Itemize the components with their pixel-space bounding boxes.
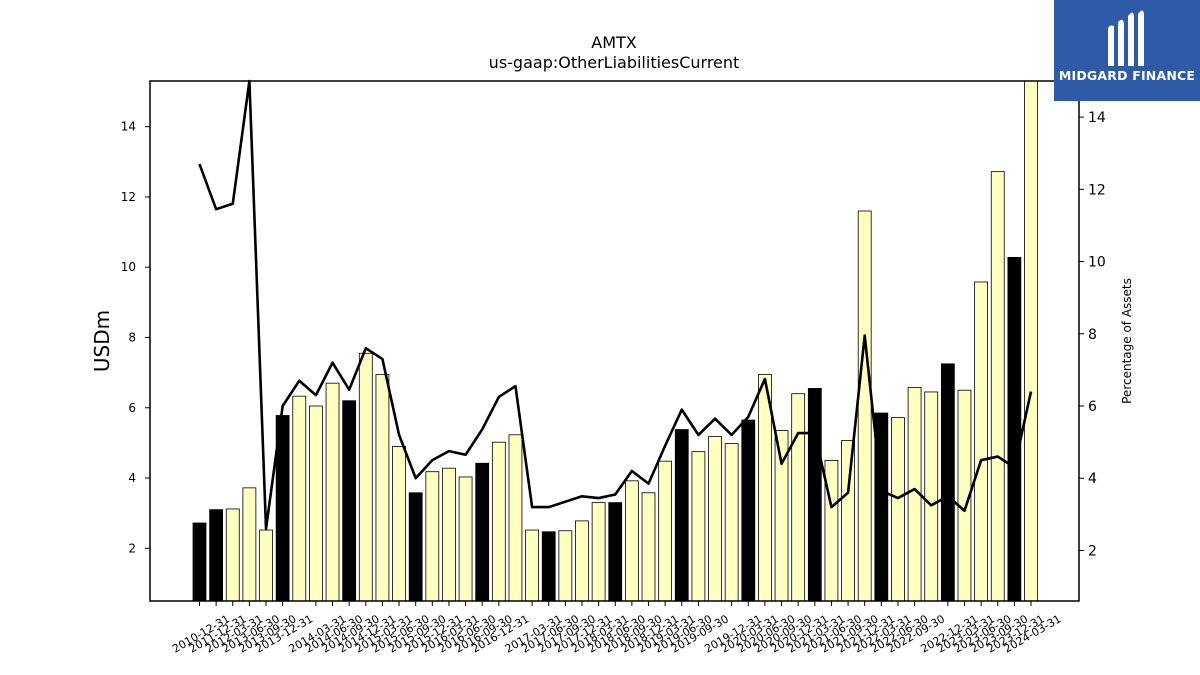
- bar: [940, 363, 955, 602]
- bar: [924, 391, 939, 602]
- bar: [558, 530, 573, 602]
- y-tick-label: 6: [128, 401, 136, 415]
- bar: [841, 440, 855, 602]
- bar: [990, 171, 1005, 602]
- y2-tick-label: 12: [1088, 182, 1106, 198]
- bar: [807, 388, 822, 602]
- right-axis: 2 4 6 8 10 12 14: [1079, 110, 1106, 559]
- left-axis: 2 4 6 8 10 12 14: [121, 120, 150, 555]
- y-tick-label: 10: [121, 260, 136, 274]
- brand-name: MIDGARD FINANCE: [1058, 68, 1196, 83]
- bar: [1024, 80, 1038, 602]
- y2-tick-label: 8: [1088, 327, 1097, 343]
- bar: [857, 210, 872, 602]
- bar: [392, 446, 406, 602]
- chart-subtitle: us-gaap:OtherLiabilitiesCurrent: [489, 53, 740, 72]
- bar: [425, 471, 440, 602]
- bar: [724, 443, 739, 602]
- bar: [658, 460, 673, 602]
- line-series-percentage-of-assets: [198, 79, 1033, 531]
- bar: [242, 487, 257, 602]
- y-tick-label: 14: [121, 120, 136, 134]
- bar: [525, 529, 539, 602]
- bar: [541, 531, 556, 602]
- bar: [1007, 256, 1022, 602]
- bar: [624, 480, 639, 602]
- line-layer: [198, 79, 1033, 531]
- bar: [591, 502, 606, 602]
- y2-tick-label: 2: [1088, 543, 1097, 559]
- bar: [674, 429, 689, 602]
- y2-axis-label: Percentage of Assets: [1120, 278, 1134, 404]
- y-axis-label: USDm: [90, 310, 114, 372]
- bar: [259, 529, 273, 602]
- y-tick-label: 12: [121, 190, 136, 204]
- bar: [641, 492, 656, 602]
- bar: [475, 462, 490, 602]
- y2-tick-label: 10: [1088, 255, 1106, 271]
- y-tick-label: 2: [128, 541, 136, 555]
- bar: [292, 395, 307, 602]
- chart-title: AMTX: [591, 33, 637, 52]
- bar: [442, 467, 456, 602]
- bar: [309, 405, 323, 602]
- bar: [708, 436, 722, 602]
- bar: [974, 281, 988, 602]
- y2-tick-label: 4: [1088, 471, 1097, 487]
- bar: [508, 434, 523, 602]
- bar: [691, 451, 706, 602]
- bar: [608, 502, 623, 602]
- bar: [491, 441, 506, 602]
- bar: [358, 352, 373, 602]
- x-axis: 2010-12-312011-12-312012-03-312013-06-30…: [170, 601, 1064, 656]
- y2-tick-label: 6: [1088, 399, 1097, 415]
- bar: [408, 492, 423, 602]
- plot-frame: [149, 80, 1080, 602]
- brand-logo-icon: [1108, 10, 1144, 67]
- y2-tick-label: 14: [1088, 110, 1106, 126]
- bar: [225, 508, 240, 602]
- bar: [891, 417, 905, 602]
- bar: [791, 393, 806, 602]
- y-tick-label: 8: [128, 330, 136, 344]
- bar-group: [192, 80, 1038, 602]
- y-tick-label: 4: [128, 471, 136, 485]
- bar: [741, 419, 756, 602]
- brand-logo: MIDGARD FINANCE: [1054, 0, 1200, 101]
- bar: [192, 522, 207, 602]
- bar: [325, 382, 340, 602]
- bar: [458, 476, 473, 602]
- bar: [575, 520, 589, 602]
- bar: [209, 509, 224, 602]
- bar: [375, 373, 390, 602]
- bar: [342, 400, 357, 602]
